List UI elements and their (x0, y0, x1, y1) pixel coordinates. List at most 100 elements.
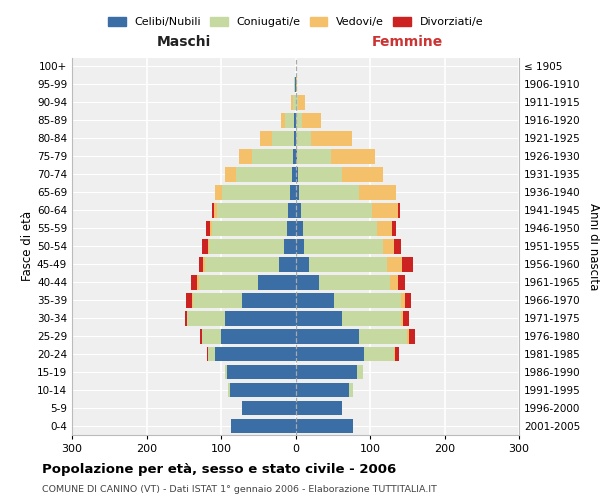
Bar (260, 131, 272, 146)
Bar (292, 167, 296, 182)
Bar (285, 113, 294, 128)
Bar (377, 221, 392, 236)
Bar (359, 185, 396, 200)
Bar (296, 113, 302, 128)
Bar (215, 185, 223, 200)
Bar (230, 418, 296, 434)
Bar (212, 203, 214, 218)
Bar (402, 257, 413, 272)
Bar (200, 329, 202, 344)
Bar (215, 346, 296, 362)
Bar (296, 257, 309, 272)
Bar (392, 221, 396, 236)
Bar (311, 131, 352, 146)
Y-axis label: Anni di nascita: Anni di nascita (587, 202, 600, 290)
Text: Popolazione per età, sesso e stato civile - 2006: Popolazione per età, sesso e stato civil… (42, 462, 396, 475)
Bar (199, 257, 203, 272)
Bar (298, 167, 343, 182)
Bar (383, 239, 394, 254)
Bar (343, 167, 383, 182)
Bar (296, 275, 319, 289)
Bar (290, 185, 296, 200)
Bar (284, 239, 296, 254)
Bar (191, 275, 197, 289)
Bar (242, 400, 296, 415)
Bar (296, 293, 334, 308)
Bar (279, 257, 296, 272)
Bar (192, 293, 193, 308)
Bar (398, 203, 400, 218)
Bar (319, 275, 390, 289)
Bar (390, 275, 398, 289)
Bar (252, 149, 293, 164)
Bar (287, 221, 296, 236)
Y-axis label: Fasce di età: Fasce di età (21, 211, 34, 282)
Bar (387, 257, 402, 272)
Bar (272, 131, 294, 146)
Bar (296, 400, 341, 415)
Bar (301, 203, 372, 218)
Bar (296, 95, 298, 110)
Bar (236, 167, 292, 182)
Bar (296, 311, 341, 326)
Bar (298, 95, 305, 110)
Bar (217, 203, 288, 218)
Bar (242, 293, 296, 308)
Bar (225, 364, 227, 380)
Bar (297, 149, 331, 164)
Bar (296, 131, 311, 146)
Bar (349, 382, 353, 398)
Bar (299, 185, 359, 200)
Bar (405, 293, 411, 308)
Text: COMUNE DI CANINO (VT) - Dati ISTAT 1° gennaio 2006 - Elaborazione TUTTITALIA.IT: COMUNE DI CANINO (VT) - Dati ISTAT 1° ge… (42, 485, 437, 494)
Bar (293, 149, 296, 164)
Bar (193, 293, 242, 308)
Bar (230, 382, 296, 398)
Bar (185, 311, 187, 326)
Bar (296, 418, 353, 434)
Bar (208, 239, 209, 254)
Bar (296, 329, 359, 344)
Bar (364, 346, 394, 362)
Bar (239, 149, 252, 164)
Bar (202, 329, 221, 344)
Legend: Celibi/Nubili, Coniugati/e, Vedovi/e, Divorziati/e: Celibi/Nubili, Coniugati/e, Vedovi/e, Di… (103, 12, 488, 32)
Text: Femmine: Femmine (371, 36, 443, 50)
Bar (209, 239, 284, 254)
Bar (309, 257, 387, 272)
Bar (395, 346, 399, 362)
Bar (288, 203, 296, 218)
Bar (331, 149, 375, 164)
Bar (296, 185, 299, 200)
Bar (186, 293, 192, 308)
Bar (221, 329, 296, 344)
Text: Maschi: Maschi (157, 36, 211, 50)
Bar (303, 221, 377, 236)
Bar (187, 311, 225, 326)
Bar (394, 346, 395, 362)
Bar (197, 275, 199, 289)
Bar (296, 346, 364, 362)
Bar (341, 311, 401, 326)
Bar (227, 364, 296, 380)
Bar (214, 203, 217, 218)
Bar (296, 364, 356, 380)
Bar (293, 95, 296, 110)
Bar (202, 239, 208, 254)
Bar (205, 257, 279, 272)
Bar (296, 77, 297, 92)
Bar (296, 149, 297, 164)
Bar (296, 382, 349, 398)
Bar (407, 329, 409, 344)
Bar (207, 346, 208, 362)
Bar (225, 167, 236, 182)
Bar (394, 239, 401, 254)
Bar (296, 221, 303, 236)
Bar (356, 364, 362, 380)
Bar (334, 293, 401, 308)
Bar (223, 185, 290, 200)
Bar (206, 221, 210, 236)
Bar (398, 275, 405, 289)
Bar (372, 203, 398, 218)
Bar (294, 77, 295, 92)
